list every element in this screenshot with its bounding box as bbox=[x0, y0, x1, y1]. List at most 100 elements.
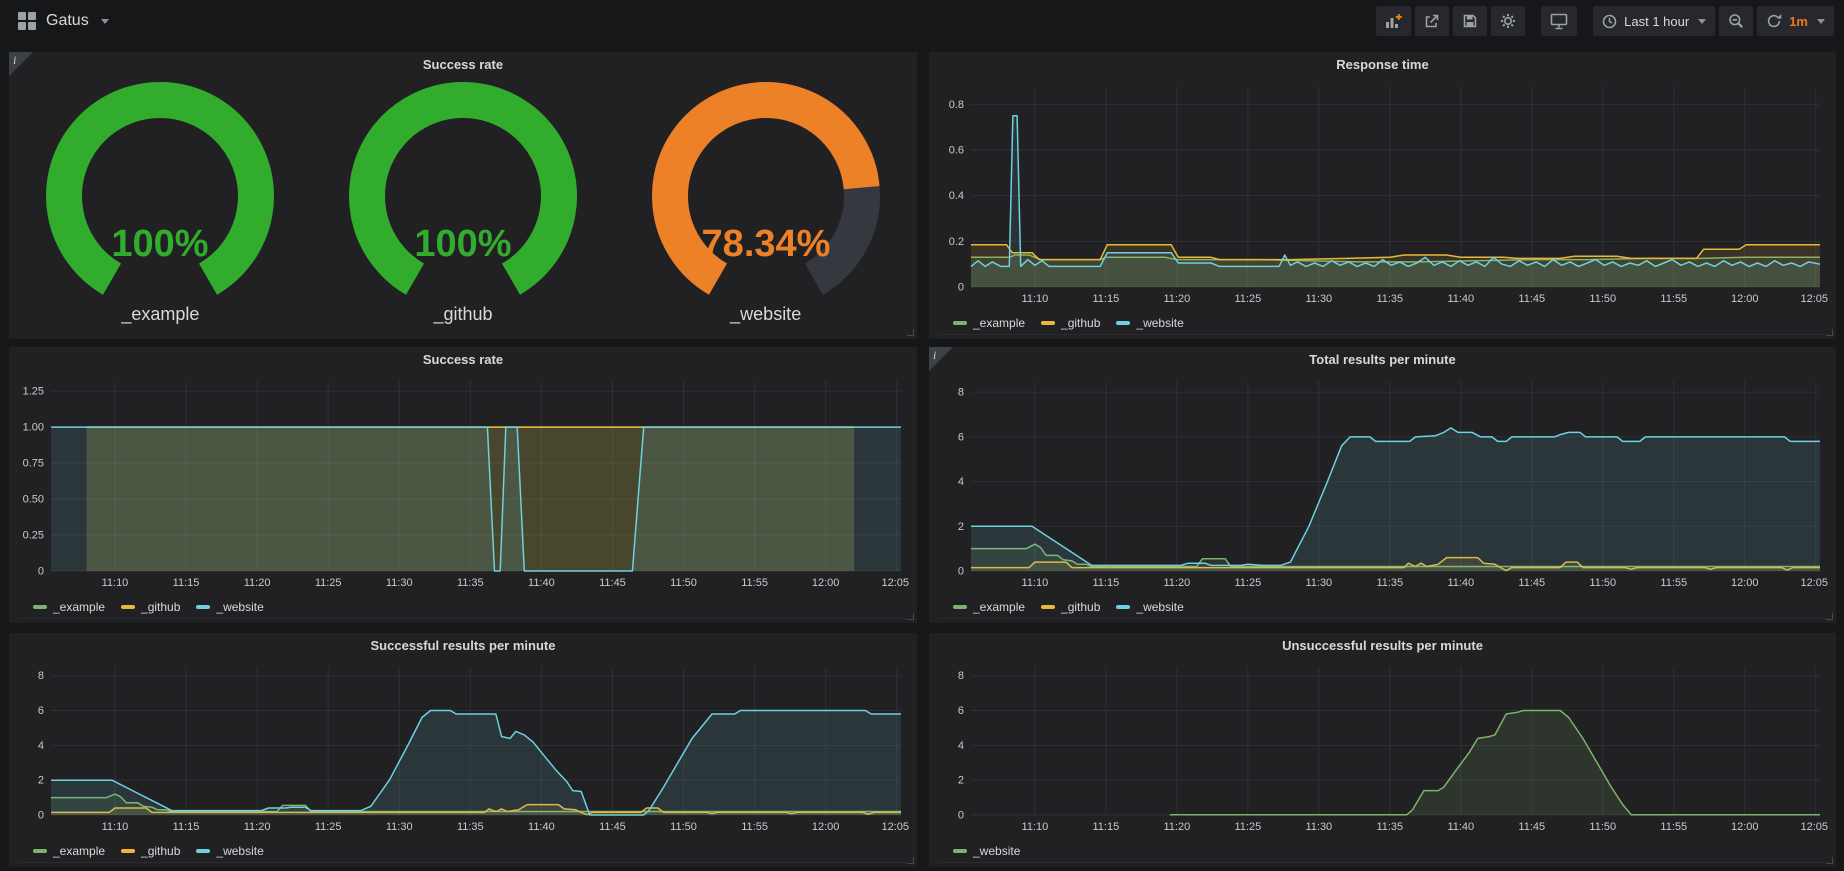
total-results-chart[interactable]: 0246811:1011:1511:2011:2511:3011:3511:40… bbox=[935, 373, 1830, 593]
svg-text:8: 8 bbox=[958, 670, 964, 682]
svg-text:11:20: 11:20 bbox=[244, 821, 271, 833]
time-range-button[interactable]: Last 1 hour bbox=[1593, 6, 1715, 36]
panel-unsuccessful-results: Unsuccessful results per minute 0246811:… bbox=[929, 633, 1836, 867]
svg-text:11:45: 11:45 bbox=[1518, 821, 1545, 833]
svg-text:11:20: 11:20 bbox=[244, 577, 271, 589]
panel-resize-handle[interactable] bbox=[1826, 613, 1833, 620]
svg-text:2: 2 bbox=[958, 775, 964, 787]
legend-item-example[interactable]: _example bbox=[953, 600, 1025, 614]
legend-label: _example bbox=[53, 600, 105, 614]
response-time-chart[interactable]: 00.20.40.60.811:1011:1511:2011:2511:3011… bbox=[935, 78, 1830, 309]
svg-text:11:20: 11:20 bbox=[1164, 821, 1191, 833]
svg-text:6: 6 bbox=[958, 705, 964, 717]
caret-down-icon bbox=[1817, 19, 1825, 24]
legend-swatch bbox=[1116, 605, 1130, 609]
legend-swatch bbox=[1116, 321, 1130, 325]
legend-item-website[interactable]: _website bbox=[1116, 316, 1183, 330]
svg-text:11:55: 11:55 bbox=[741, 821, 768, 833]
clock-icon bbox=[1602, 14, 1617, 29]
svg-text:11:45: 11:45 bbox=[599, 577, 626, 589]
legend-item-website[interactable]: _website bbox=[196, 844, 263, 858]
panel-resize-handle[interactable] bbox=[907, 613, 914, 620]
chart-legend: _example _github _website bbox=[19, 595, 907, 619]
legend-swatch bbox=[33, 849, 47, 853]
gauge-arc: 100% bbox=[323, 78, 603, 304]
svg-text:6: 6 bbox=[38, 705, 44, 717]
svg-text:11:30: 11:30 bbox=[1305, 293, 1332, 305]
legend-item-example[interactable]: _example bbox=[33, 844, 105, 858]
navbar: Gatus bbox=[0, 0, 1844, 42]
svg-text:8: 8 bbox=[958, 387, 964, 399]
chart-legend: _example _github _website bbox=[939, 595, 1826, 619]
legend-item-website[interactable]: _website bbox=[196, 600, 263, 614]
legend-label: _example bbox=[53, 844, 105, 858]
panel-response-time: Response time 00.20.40.60.811:1011:1511:… bbox=[929, 52, 1836, 339]
svg-text:0.25: 0.25 bbox=[23, 530, 44, 542]
legend-item-github[interactable]: _github bbox=[1041, 316, 1100, 330]
refresh-icon bbox=[1766, 13, 1782, 29]
panel-title[interactable]: Response time bbox=[929, 52, 1836, 78]
legend-swatch bbox=[1041, 321, 1055, 325]
svg-text:11:50: 11:50 bbox=[670, 577, 697, 589]
svg-text:11:55: 11:55 bbox=[741, 577, 768, 589]
unsuccessful-results-chart[interactable]: 0246811:1011:1511:2011:2511:3011:3511:40… bbox=[935, 659, 1830, 837]
settings-button[interactable] bbox=[1491, 6, 1525, 36]
legend-swatch bbox=[953, 605, 967, 609]
legend-label: _example bbox=[973, 600, 1025, 614]
svg-text:11:35: 11:35 bbox=[1376, 821, 1403, 833]
svg-text:11:25: 11:25 bbox=[315, 821, 342, 833]
dashboard-grid-icon[interactable] bbox=[18, 12, 36, 30]
legend-swatch bbox=[33, 605, 47, 609]
legend-item-website[interactable]: _website bbox=[1116, 600, 1183, 614]
svg-text:11:40: 11:40 bbox=[1447, 821, 1474, 833]
panel-resize-handle[interactable] bbox=[907, 857, 914, 864]
gauge-github: 100%_github bbox=[312, 78, 615, 333]
svg-text:12:00: 12:00 bbox=[812, 821, 840, 833]
share-button[interactable] bbox=[1415, 6, 1449, 36]
svg-text:11:30: 11:30 bbox=[1305, 821, 1332, 833]
tv-mode-button[interactable] bbox=[1541, 6, 1577, 36]
panel-title[interactable]: Successful results per minute bbox=[9, 633, 917, 659]
settings-gear-icon bbox=[1500, 13, 1516, 29]
gauge-row: 100%_example100%_github78.34%_website bbox=[9, 78, 917, 333]
save-button[interactable] bbox=[1453, 6, 1487, 36]
svg-text:2: 2 bbox=[958, 521, 964, 533]
svg-text:11:25: 11:25 bbox=[1234, 293, 1261, 305]
panel-title[interactable]: Success rate bbox=[9, 52, 917, 78]
refresh-button[interactable]: 1m bbox=[1757, 6, 1834, 36]
legend-swatch bbox=[1041, 605, 1055, 609]
panel-resize-handle[interactable] bbox=[1826, 329, 1833, 336]
legend-item-example[interactable]: _example bbox=[953, 316, 1025, 330]
legend-item-example[interactable]: _example bbox=[33, 600, 105, 614]
svg-text:12:05: 12:05 bbox=[1800, 293, 1828, 305]
svg-text:11:30: 11:30 bbox=[386, 577, 413, 589]
refresh-interval-label: 1m bbox=[1789, 14, 1808, 29]
chart-legend: _example _github _website bbox=[939, 311, 1826, 335]
legend-item-website[interactable]: _website bbox=[953, 844, 1020, 858]
svg-text:11:40: 11:40 bbox=[528, 821, 555, 833]
add-panel-button[interactable] bbox=[1376, 6, 1411, 36]
panel-resize-handle[interactable] bbox=[1826, 857, 1833, 864]
legend-item-github[interactable]: _github bbox=[121, 844, 180, 858]
panel-title[interactable]: Unsuccessful results per minute bbox=[929, 633, 1836, 659]
panel-resize-handle[interactable] bbox=[907, 329, 914, 336]
legend-swatch bbox=[953, 849, 967, 853]
share-icon bbox=[1424, 13, 1440, 29]
success-rate-chart[interactable]: 00.250.500.751.001.2511:1011:1511:2011:2… bbox=[15, 373, 911, 593]
svg-text:0: 0 bbox=[38, 566, 44, 578]
gauge-label: _github bbox=[433, 304, 492, 325]
svg-text:11:50: 11:50 bbox=[670, 821, 697, 833]
legend-swatch bbox=[121, 605, 135, 609]
successful-results-chart[interactable]: 0246811:1011:1511:2011:2511:3011:3511:40… bbox=[15, 659, 911, 837]
legend-item-github[interactable]: _github bbox=[121, 600, 180, 614]
zoom-out-button[interactable] bbox=[1719, 6, 1753, 36]
panel-title[interactable]: Total results per minute bbox=[929, 347, 1836, 373]
legend-item-github[interactable]: _github bbox=[1041, 600, 1100, 614]
dashboard-title[interactable]: Gatus bbox=[46, 12, 89, 30]
svg-text:11:25: 11:25 bbox=[1234, 821, 1261, 833]
gauge-label: _website bbox=[730, 304, 801, 325]
legend-label: _github bbox=[1061, 600, 1100, 614]
panel-title[interactable]: Success rate bbox=[9, 347, 917, 373]
gauge-value: 100% bbox=[112, 223, 209, 265]
svg-text:0.8: 0.8 bbox=[949, 99, 964, 111]
